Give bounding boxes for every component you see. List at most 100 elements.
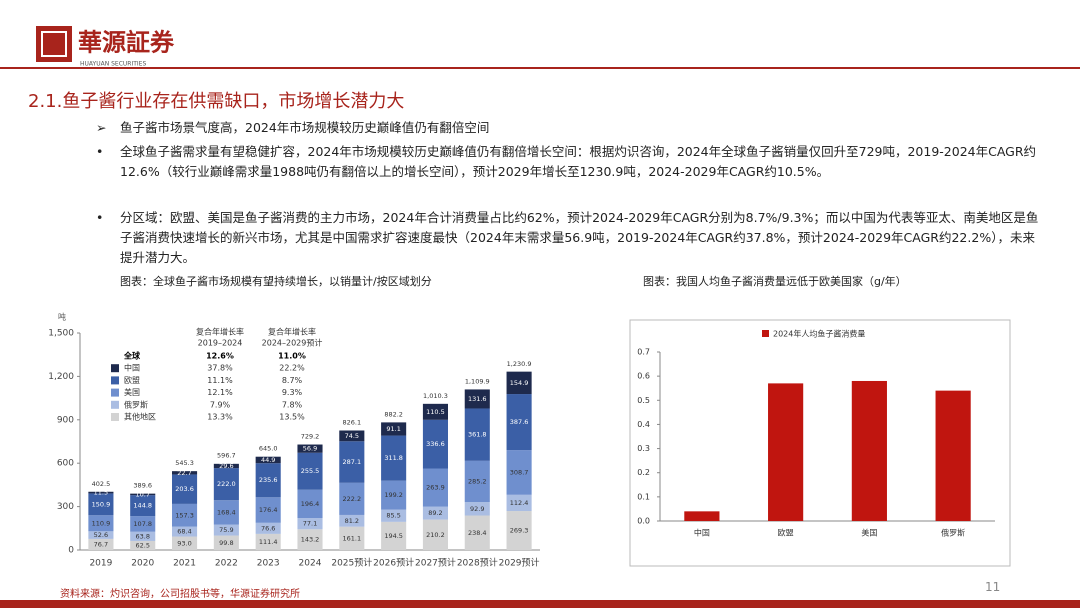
bar <box>684 511 720 521</box>
segment-label: 22.7 <box>177 469 191 477</box>
cagr-value: 11.1% <box>207 376 233 385</box>
page-number: 11 <box>985 580 1001 594</box>
bar-segment <box>464 389 490 409</box>
x-tick-label: 2029预计 <box>499 557 540 569</box>
segment-label: 387.6 <box>510 418 529 426</box>
y-tick-label: 0.7 <box>637 348 650 357</box>
bullet: • 全球鱼子酱需求量有望稳健扩容，2024年市场规模较历史巅峰值仍有翻倍增长空间：… <box>96 142 1040 182</box>
bar-segment <box>172 526 198 537</box>
bullet-text: 分区域：欧盟、美国是鱼子酱消费的主力市场，2024年合计消费量占比约62%，预计… <box>120 210 1039 265</box>
x-tick-label: 欧盟 <box>778 528 794 538</box>
bar-segment <box>339 482 365 515</box>
bar <box>851 380 887 521</box>
legend-swatch <box>111 376 119 385</box>
cagr-value: 22.2% <box>279 364 305 373</box>
bar-segment <box>381 422 407 436</box>
segment-label: 68.4 <box>177 528 191 536</box>
segment-label: 44.9 <box>261 456 275 464</box>
bar-segment <box>339 441 365 483</box>
segment-label: 11.5 <box>94 489 108 497</box>
legend-label: 欧盟 <box>124 375 140 385</box>
segment-label: 269.3 <box>510 527 529 535</box>
total-label: 402.5 <box>92 480 111 488</box>
segment-label: 52.6 <box>94 531 108 539</box>
segment-label: 222.0 <box>217 480 236 488</box>
y-axis-label: 吨 <box>58 312 66 322</box>
legend-swatch <box>762 330 769 337</box>
segment-label: 203.6 <box>175 485 194 493</box>
bar-segment <box>506 494 532 512</box>
legend-label: 中国 <box>124 363 140 373</box>
segment-label: 110.9 <box>92 519 111 527</box>
bar-segment <box>297 518 323 530</box>
legend-swatch <box>111 413 119 421</box>
x-tick-label: 2021 <box>173 559 196 569</box>
y-tick-label: 0.6 <box>637 372 650 381</box>
x-tick-label: 俄罗斯 <box>941 528 965 538</box>
segment-label: 131.6 <box>468 395 487 403</box>
bar-segment <box>130 493 156 496</box>
bar-segment <box>506 511 532 550</box>
segment-label: 75.9 <box>219 526 233 534</box>
segment-label: 112.4 <box>510 499 529 507</box>
x-tick-label: 中国 <box>694 528 710 538</box>
segment-label: 74.5 <box>345 432 359 440</box>
y-tick-label: 0.2 <box>637 468 650 477</box>
segment-label: 285.2 <box>468 477 487 485</box>
bar-segment <box>506 394 532 451</box>
bar-segment <box>381 435 407 481</box>
bullet: ➢ 鱼子酱市场景气度高，2024年市场规模较历史巅峰值仍有翻倍空间 <box>96 118 1040 138</box>
bar <box>935 390 971 521</box>
bar-segment <box>297 444 323 453</box>
y-tick-label: 900 <box>57 415 74 425</box>
logo-icon-inner <box>41 31 67 57</box>
total-label: 882.2 <box>384 410 403 418</box>
legend-label: 美国 <box>124 387 140 397</box>
x-tick-label: 2026预计 <box>373 557 414 569</box>
segment-label: 176.4 <box>259 506 278 514</box>
bar-segment <box>381 509 407 522</box>
x-tick-label: 2019 <box>89 559 112 569</box>
segment-label: 91.1 <box>386 425 400 433</box>
footer-band <box>0 600 1080 608</box>
total-label: 1,010.3 <box>423 392 448 400</box>
segment-label: 150.9 <box>92 500 111 508</box>
bar-segment <box>255 533 281 550</box>
bar-segment <box>130 495 156 517</box>
dot: • <box>96 210 104 225</box>
segment-label: 107.8 <box>133 520 152 528</box>
segment-label: 29.6 <box>219 462 233 470</box>
segment-label: 85.5 <box>386 512 400 520</box>
total-label: 596.7 <box>217 452 236 460</box>
segment-label: 287.1 <box>343 458 362 466</box>
bar-segment <box>422 419 448 469</box>
source: 资料来源：灼识咨询，公司招股书等，华源证券研究所 <box>60 589 300 600</box>
bar-segment <box>172 503 198 527</box>
y-tick-label: 300 <box>57 502 74 512</box>
segment-label: 111.4 <box>259 538 278 546</box>
segment-label: 157.3 <box>175 511 194 519</box>
segment-label: 308.7 <box>510 468 529 476</box>
bar-segment <box>88 531 114 539</box>
segment-label: 110.5 <box>426 408 445 416</box>
x-tick-label: 2023 <box>257 559 280 569</box>
legend-label: 俄罗斯 <box>124 399 148 409</box>
bar-segment <box>130 516 156 532</box>
segment-label: 255.5 <box>301 467 320 475</box>
bar-segment <box>422 403 448 420</box>
total-label: 826.1 <box>343 418 362 426</box>
legend-label: 其他地区 <box>124 412 156 422</box>
bar-segment <box>464 502 490 516</box>
segment-label: 194.5 <box>384 532 403 540</box>
segment-label: 263.9 <box>426 484 445 492</box>
segment-label: 222.2 <box>343 495 362 503</box>
segment-label: 168.4 <box>217 508 236 516</box>
segment-label: 154.9 <box>510 379 529 387</box>
bar-segment <box>464 460 490 503</box>
cagr-value: 13.3% <box>207 413 233 422</box>
segment-label: 62.5 <box>135 541 149 549</box>
legend-label: 2024年人均鱼子酱消费量 <box>773 329 865 339</box>
segment-label: 311.8 <box>384 454 403 462</box>
